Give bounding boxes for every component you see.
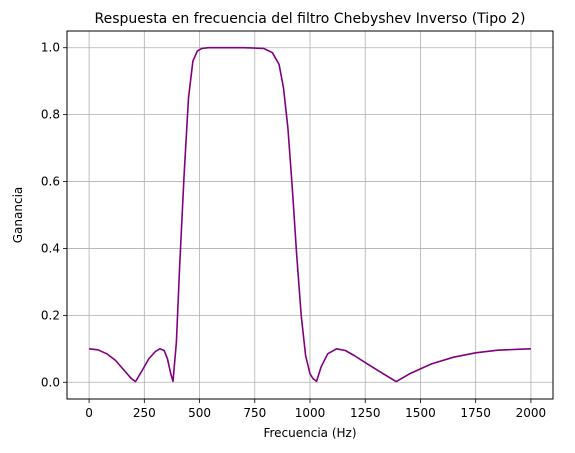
y-tick-label: 1.0	[41, 41, 60, 55]
y-tick-label: 0.2	[41, 308, 60, 322]
chart-title: Respuesta en frecuencia del filtro Cheby…	[95, 11, 526, 27]
y-tick-label: 0.6	[41, 175, 60, 189]
x-tick-label: 1750	[460, 406, 491, 420]
x-axis: 0 250 500 750 1000 1250 1500 1750 2000	[85, 399, 546, 420]
y-tick-label: 0.4	[41, 241, 60, 255]
series-line	[89, 46, 531, 383]
x-tick-label: 500	[188, 406, 211, 420]
x-tick-label: 1000	[295, 406, 326, 420]
y-tick-label: 0.0	[41, 375, 60, 389]
x-tick-label: 250	[133, 406, 156, 420]
grid	[67, 31, 553, 399]
y-tick-label: 0.8	[41, 108, 60, 122]
x-tick-label: 2000	[516, 406, 547, 420]
y-axis-label: Ganancia	[11, 187, 25, 244]
y-axis: 0.0 0.2 0.4 0.6 0.8 1.0	[41, 41, 67, 389]
x-tick-label: 1250	[350, 406, 381, 420]
x-tick-label: 0	[85, 406, 93, 420]
series-layer	[89, 46, 531, 383]
x-axis-label: Frecuencia (Hz)	[263, 426, 356, 440]
x-tick-label: 1500	[405, 406, 436, 420]
x-tick-label: 750	[243, 406, 266, 420]
